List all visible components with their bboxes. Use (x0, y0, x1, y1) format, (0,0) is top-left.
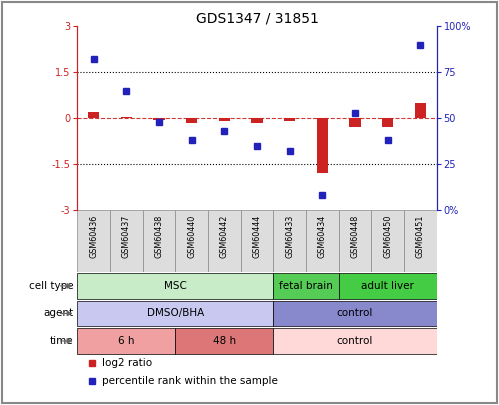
Bar (208, 210, 241, 272)
Bar (371, 210, 404, 272)
Bar (273, 273, 339, 298)
Text: GSM60451: GSM60451 (416, 215, 425, 258)
Text: GSM60440: GSM60440 (187, 215, 196, 258)
Bar (77, 301, 273, 326)
Text: GSM60434: GSM60434 (318, 215, 327, 258)
Bar (273, 301, 437, 326)
Bar (415, 103, 426, 118)
Text: MSC: MSC (164, 281, 187, 291)
Bar (77, 328, 175, 354)
Bar (284, 118, 295, 121)
Text: agent: agent (43, 309, 74, 318)
Bar (382, 118, 393, 127)
Bar (339, 210, 371, 272)
Text: GSM60437: GSM60437 (122, 215, 131, 258)
Bar (77, 210, 110, 272)
Text: control: control (337, 336, 373, 346)
Text: GSM60444: GSM60444 (252, 215, 261, 258)
Text: control: control (337, 309, 373, 318)
Text: GSM60433: GSM60433 (285, 215, 294, 258)
Bar (77, 273, 273, 298)
Text: GSM60450: GSM60450 (383, 215, 392, 258)
Bar (241, 210, 273, 272)
Bar (273, 210, 306, 272)
Bar (121, 117, 132, 118)
Bar (110, 210, 143, 272)
Text: time: time (50, 336, 74, 346)
Bar (88, 112, 99, 118)
Text: DMSO/BHA: DMSO/BHA (147, 309, 204, 318)
Text: GSM60448: GSM60448 (350, 215, 359, 258)
Text: cell type: cell type (29, 281, 74, 291)
Bar (175, 328, 273, 354)
Text: 6 h: 6 h (118, 336, 135, 346)
Bar (349, 118, 361, 127)
Bar (273, 328, 437, 354)
Bar (404, 210, 437, 272)
Text: GSM60442: GSM60442 (220, 215, 229, 258)
Bar (306, 210, 339, 272)
Bar (153, 118, 165, 119)
Title: GDS1347 / 31851: GDS1347 / 31851 (196, 11, 318, 25)
Text: percentile rank within the sample: percentile rank within the sample (102, 376, 278, 386)
Bar (186, 118, 198, 123)
Bar (251, 118, 262, 123)
Text: fetal brain: fetal brain (279, 281, 333, 291)
Text: GSM60438: GSM60438 (155, 215, 164, 258)
Bar (339, 273, 437, 298)
Text: 48 h: 48 h (213, 336, 236, 346)
Bar (219, 118, 230, 121)
Text: GSM60436: GSM60436 (89, 215, 98, 258)
Bar (175, 210, 208, 272)
Bar (316, 118, 328, 173)
Text: log2 ratio: log2 ratio (102, 358, 153, 368)
Text: adult liver: adult liver (361, 281, 414, 291)
Bar (143, 210, 175, 272)
